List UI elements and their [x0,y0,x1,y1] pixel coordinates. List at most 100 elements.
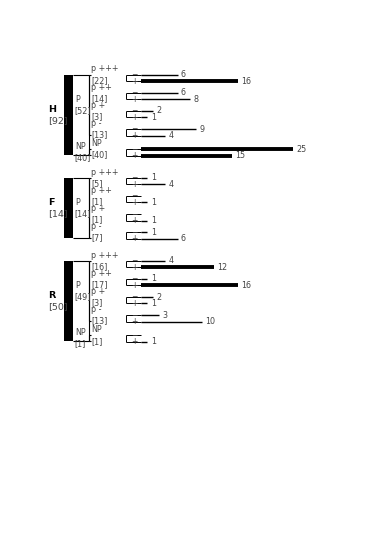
Text: [50]: [50] [49,302,68,311]
Text: [40]: [40] [91,151,107,160]
Text: 10: 10 [205,317,215,326]
Text: +: + [131,180,138,189]
Text: 1: 1 [151,337,156,346]
Text: p +: p + [91,204,105,213]
Text: 1: 1 [151,113,156,122]
Text: p +++: p +++ [91,250,118,259]
Text: 3: 3 [163,311,168,320]
Text: −: − [131,293,138,302]
Text: [49]: [49] [75,292,91,301]
Text: 16: 16 [242,77,251,86]
Text: +: + [131,263,138,272]
Text: [14]: [14] [49,209,68,218]
Text: −: − [131,191,138,200]
Text: p ++: p ++ [91,269,112,278]
Text: [1]: [1] [75,340,86,348]
Text: +: + [131,131,138,140]
Text: p ++: p ++ [91,83,112,92]
Text: p +++: p +++ [91,64,118,73]
Text: +: + [131,281,138,290]
Text: 2: 2 [157,107,162,115]
Text: +: + [131,216,138,225]
Text: p +++: p +++ [91,168,118,176]
Text: p ++: p ++ [91,186,112,195]
Text: [1]: [1] [91,337,102,346]
Text: [22]: [22] [91,76,108,85]
Text: 1: 1 [151,274,156,284]
Text: −: − [131,274,138,284]
Text: −: − [131,70,138,79]
Text: P: P [75,281,80,289]
Text: p -: p - [91,222,101,231]
Text: F: F [49,198,55,207]
Text: p -: p - [91,305,101,314]
Text: [13]: [13] [91,130,107,139]
Text: −: − [131,311,138,320]
Text: [17]: [17] [91,280,107,289]
Text: +: + [131,77,138,86]
Text: 1: 1 [151,299,156,308]
Text: 4: 4 [169,256,174,265]
Text: 4: 4 [169,180,174,189]
Text: R: R [49,291,56,300]
Text: −: − [131,145,138,154]
Text: 9: 9 [199,124,204,133]
Text: [92]: [92] [49,116,68,125]
Text: 1: 1 [151,198,156,207]
Text: +: + [131,198,138,207]
Text: +: + [131,317,138,326]
Text: p -: p - [91,119,101,128]
Text: +: + [131,151,138,160]
Text: p +: p + [91,101,105,110]
Bar [64,261,73,341]
Text: [1]: [1] [91,197,102,206]
Text: [3]: [3] [91,299,102,307]
Text: [7]: [7] [91,234,103,242]
Text: [52]: [52] [75,106,91,115]
Bar [64,75,73,155]
Text: [5]: [5] [91,179,103,188]
Text: −: − [131,331,138,340]
Text: +: + [131,337,138,346]
Text: −: − [131,107,138,115]
Text: 15: 15 [235,151,246,160]
Text: NP: NP [75,328,85,337]
Text: +: + [131,234,138,243]
Text: 8: 8 [193,95,198,103]
Text: 16: 16 [242,281,251,290]
Text: [40]: [40] [75,153,91,162]
Text: −: − [131,256,138,265]
Text: −: − [131,173,138,182]
Text: 6: 6 [181,88,186,98]
Text: NP: NP [75,142,85,151]
Text: [14]: [14] [91,94,107,103]
Text: 4: 4 [169,131,174,140]
Bar [64,178,73,238]
Text: −: − [131,124,138,133]
Text: 1: 1 [151,173,156,182]
Text: 2: 2 [157,293,162,302]
Text: p +: p + [91,287,105,296]
Text: [13]: [13] [91,316,107,325]
Text: −: − [131,88,138,98]
Text: NP: NP [91,325,101,334]
Text: 1: 1 [151,228,156,237]
Text: P: P [75,198,80,207]
Text: [16]: [16] [91,262,107,271]
Text: P: P [75,94,80,103]
Text: [1]: [1] [91,215,102,225]
Text: NP: NP [91,139,101,148]
Text: [14]: [14] [75,209,91,218]
Text: 6: 6 [181,234,186,243]
Text: −: − [131,210,138,219]
Text: [3]: [3] [91,112,102,121]
Text: +: + [131,299,138,308]
Text: 25: 25 [296,145,306,154]
Text: −: − [131,228,138,237]
Text: 12: 12 [217,263,227,272]
Text: 1: 1 [151,216,156,225]
Text: H: H [49,105,57,114]
Text: +: + [131,113,138,122]
Text: 6: 6 [181,70,186,79]
Text: +: + [131,95,138,103]
